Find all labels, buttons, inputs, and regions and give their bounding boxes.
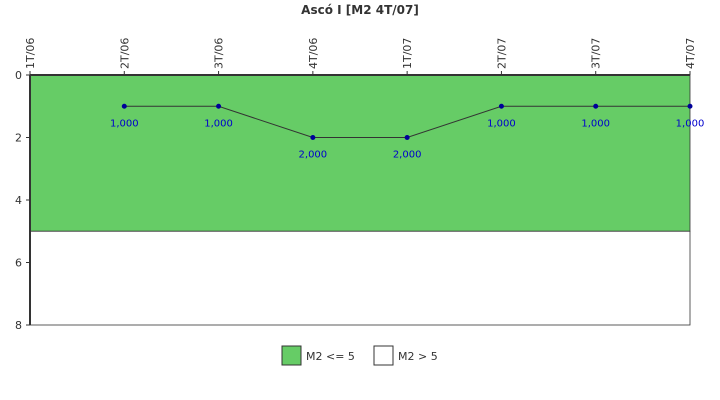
point	[498, 103, 504, 109]
y-tick-label: 6	[15, 257, 22, 270]
point	[593, 103, 599, 109]
y-tick-label: 4	[15, 194, 22, 207]
x-tick-label: 3T/06	[213, 38, 226, 69]
band	[29, 230, 691, 326]
value-label: 2,000	[393, 150, 422, 161]
x-tick-label: 2T/07	[495, 38, 508, 69]
band	[29, 74, 691, 232]
legend-label: M2 <= 5	[306, 350, 355, 363]
value-label: 1,000	[676, 118, 705, 129]
value-label: 1,000	[487, 118, 516, 129]
point	[310, 135, 316, 140]
x-tick-label: 2T/06	[118, 38, 131, 69]
point	[121, 103, 127, 109]
point	[404, 135, 410, 140]
x-tick-label: 1T/06	[24, 38, 37, 69]
x-tick-label: 4T/06	[307, 38, 320, 69]
legend-swatch	[373, 345, 394, 366]
value-label: 1,000	[581, 118, 610, 129]
value-label: 1,000	[110, 118, 139, 129]
value-label: 2,000	[299, 150, 328, 161]
point	[687, 103, 693, 109]
chart-title: Ascó I [M2 4T/07]	[301, 3, 419, 17]
value-label: 1,000	[204, 118, 233, 129]
x-tick-label: 1T/07	[401, 38, 414, 69]
point	[216, 103, 222, 109]
y-tick-label: 8	[15, 319, 22, 332]
legend-label: M2 > 5	[398, 350, 438, 363]
y-tick-label: 2	[15, 132, 22, 145]
x-tick-label: 4T/07	[684, 38, 697, 69]
y-tick-label: 0	[15, 69, 22, 82]
x-tick-label: 3T/07	[590, 38, 603, 69]
legend-swatch	[281, 345, 302, 366]
